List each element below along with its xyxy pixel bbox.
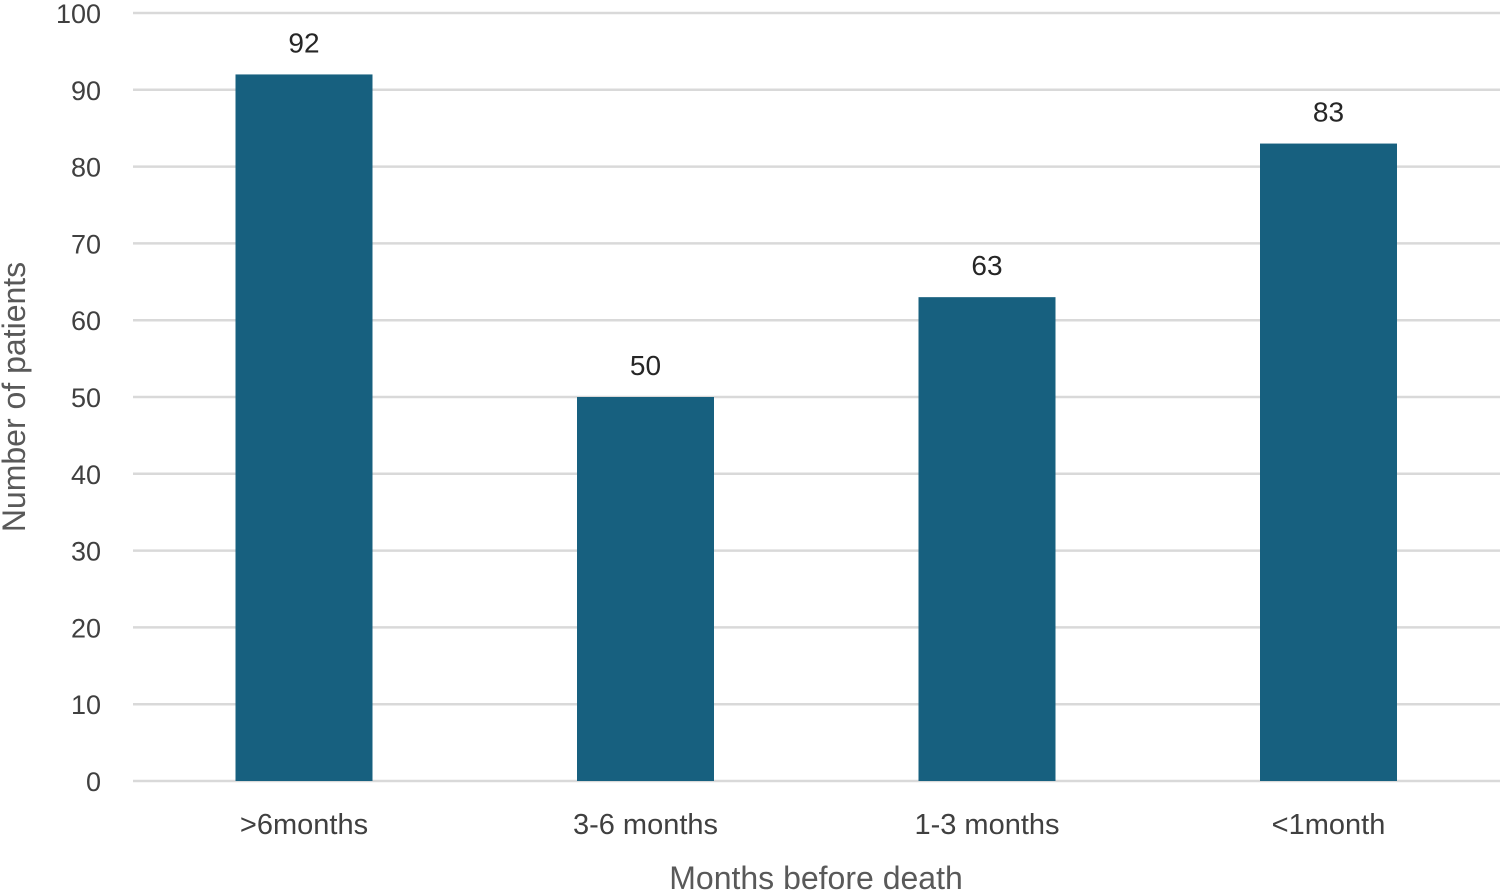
y-tick-label: 90: [71, 76, 101, 106]
x-category-label: 1-3 months: [914, 809, 1059, 841]
bar: [1260, 143, 1397, 781]
x-axis-title: Months before death: [669, 860, 963, 891]
y-tick-label: 50: [71, 383, 101, 413]
data-label: 63: [971, 250, 1002, 281]
bar: [918, 297, 1056, 781]
y-tick-label: 40: [71, 460, 101, 490]
bar: [577, 397, 714, 781]
data-label: 83: [1313, 97, 1344, 128]
x-category-label: 3-6 months: [573, 809, 718, 841]
y-tick-label: 10: [71, 690, 101, 720]
y-tick-label: 70: [71, 229, 101, 259]
data-label: 50: [630, 350, 661, 381]
y-tick-label: 30: [71, 537, 101, 567]
y-axis-tick-labels: 0 10 20 30 40 50 60 70 80 90 100: [56, 0, 101, 797]
y-tick-label: 20: [71, 613, 101, 643]
y-tick-label: 60: [71, 306, 101, 336]
y-tick-label: 80: [71, 153, 101, 183]
x-category-label: <1month: [1272, 809, 1386, 841]
data-label: 92: [288, 27, 319, 58]
x-axis-category-labels: >6months 3-6 months 1-3 months <1month: [240, 809, 1385, 841]
x-category-label: >6months: [240, 809, 368, 841]
data-labels: 92 50 63 83: [288, 27, 1344, 381]
y-axis-title: Number of patients: [0, 262, 32, 532]
y-tick-label: 0: [86, 767, 101, 797]
y-tick-label: 100: [56, 0, 101, 29]
bars: [235, 74, 1397, 781]
bar: [235, 74, 373, 781]
